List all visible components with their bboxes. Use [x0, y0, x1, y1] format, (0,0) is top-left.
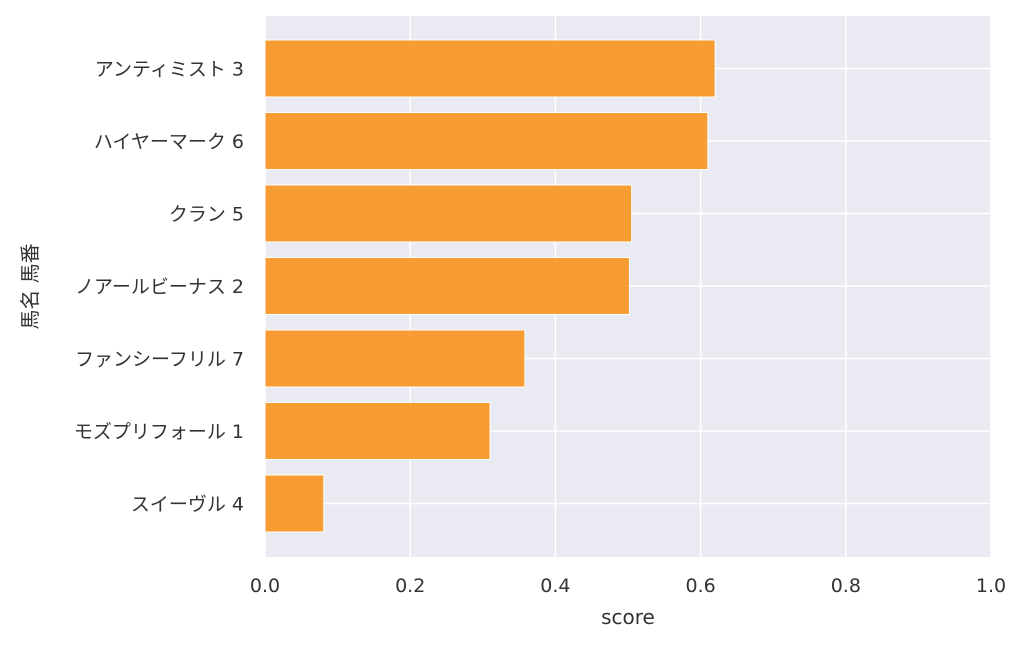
x-tick-label: 0.2	[395, 575, 425, 597]
x-tick-label: 0.0	[250, 575, 280, 597]
x-tick-label: 0.4	[540, 575, 570, 597]
y-tick-label: クラン 5	[169, 204, 244, 226]
x-tick-labels: 0.0 0.2 0.4 0.6 0.8 1.0	[250, 575, 1006, 597]
y-tick-label: モズプリフォール 1	[74, 421, 244, 443]
y-tick-label: スイーヴル 4	[131, 494, 244, 516]
y-tick-labels: アンティミスト 3 ハイヤーマーク 6 クラン 5 ノアールビーナス 2 ファンシーフリ…	[74, 59, 244, 516]
x-tick-label: 0.6	[685, 575, 715, 597]
bar	[264, 474, 325, 533]
bar	[264, 402, 491, 460]
bar	[264, 112, 709, 170]
x-tick-label: 0.8	[831, 575, 861, 597]
bar	[264, 257, 630, 315]
y-tick-label: ノアールビーナス 2	[75, 276, 244, 298]
y-tick-label: アンティミスト 3	[95, 59, 244, 81]
x-tick-label: 1.0	[976, 575, 1006, 597]
y-tick-label: ハイヤーマーク 6	[94, 131, 244, 153]
y-tick-label: ファンシーフリル 7	[75, 349, 244, 371]
bar	[264, 184, 633, 243]
x-axis-label: score	[601, 605, 655, 629]
bars	[264, 39, 716, 533]
y-axis-label: 馬名 馬番	[18, 243, 42, 329]
bar	[264, 39, 716, 98]
bar	[264, 329, 526, 388]
